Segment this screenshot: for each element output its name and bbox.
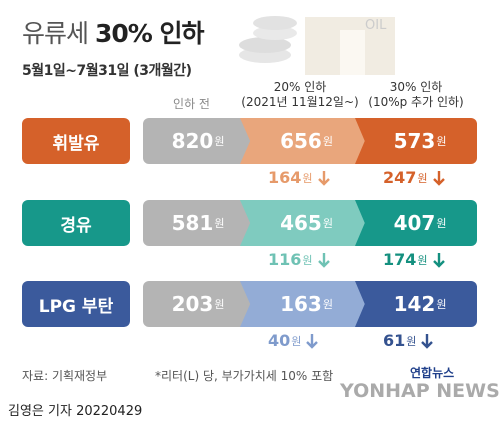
unit: 원 — [214, 135, 225, 148]
value: 656 — [280, 129, 322, 153]
subtitle: 5월1일~7월31일 (3개월간) — [22, 63, 192, 79]
unit: 원 — [436, 298, 447, 311]
value: 164 — [268, 168, 302, 187]
down-arrow — [317, 252, 330, 268]
down-arrow — [306, 333, 319, 349]
price-before: 203 원 — [143, 281, 253, 327]
value: 407 — [393, 211, 436, 235]
value: 142 — [393, 292, 436, 316]
price-cut30: 407 원 — [355, 200, 477, 246]
price-cut30: 573 원 — [355, 118, 477, 164]
value: 116 — [268, 250, 302, 269]
unit: 원 — [291, 334, 302, 348]
unit: 원 — [417, 171, 428, 185]
price-reduction: 116 원 — [268, 250, 331, 269]
price-before: 820 원 — [143, 118, 253, 164]
unit: 원 — [406, 334, 417, 348]
value: 247 — [383, 168, 417, 187]
price-cut20: 465 원 — [240, 200, 367, 246]
price-before: 581 원 — [143, 200, 253, 246]
column-header: 30% 인하 (10%p 추가 인하) — [368, 80, 464, 109]
unit: 원 — [417, 253, 428, 267]
unit: 원 — [322, 217, 333, 230]
unit: 원 — [436, 217, 447, 230]
value: 573 — [393, 129, 436, 153]
value: 40 — [268, 331, 291, 350]
source: 자료: 기획재정부 — [22, 369, 108, 383]
unit: 원 — [302, 171, 313, 185]
down-arrow — [421, 333, 434, 349]
value: 174 — [383, 250, 417, 269]
down-arrow — [432, 252, 445, 268]
title: 유류세 30% 인하 — [22, 19, 205, 48]
price-reduction: 174 원 — [383, 250, 446, 269]
byline: 김영은 기자 20220429 — [8, 404, 143, 419]
down-arrow — [317, 170, 330, 186]
unit: 원 — [322, 135, 333, 148]
value: 820 — [171, 129, 214, 153]
price-cut20: 656 원 — [240, 118, 367, 164]
unit: 원 — [214, 217, 225, 230]
unit: 원 — [436, 135, 447, 148]
oil-illustration: OIL — [239, 16, 395, 75]
value: 163 — [280, 292, 322, 316]
column-header: 인하 전 — [173, 97, 210, 111]
down-arrow — [432, 170, 445, 186]
unit: 원 — [322, 298, 333, 311]
price-reduction: 40 원 — [268, 331, 319, 350]
price-reduction: 61 원 — [383, 331, 434, 350]
note: *리터(L) 당, 부가가치세 10% 포함 — [155, 369, 334, 383]
unit: 원 — [302, 253, 313, 267]
fuel-label: 휘발유 — [22, 118, 130, 164]
value: 581 — [171, 211, 214, 235]
value: 465 — [280, 211, 322, 235]
price-reduction: 164 원 — [268, 168, 331, 187]
value: 203 — [171, 292, 214, 316]
svg-text:OIL: OIL — [365, 18, 387, 33]
column-header: 20% 인하 (2021년 11월12일~) — [241, 80, 359, 109]
price-cut30: 142 원 — [355, 281, 477, 327]
price-cut20: 163 원 — [240, 281, 367, 327]
price-reduction: 247 원 — [383, 168, 446, 187]
fuel-label: LPG 부탄 — [22, 281, 130, 327]
logo-en: YONHAP NEWS — [340, 380, 500, 402]
unit: 원 — [214, 298, 225, 311]
fuel-label: 경유 — [22, 200, 130, 246]
value: 61 — [383, 331, 406, 350]
logo: 연합뉴스 — [410, 366, 455, 380]
